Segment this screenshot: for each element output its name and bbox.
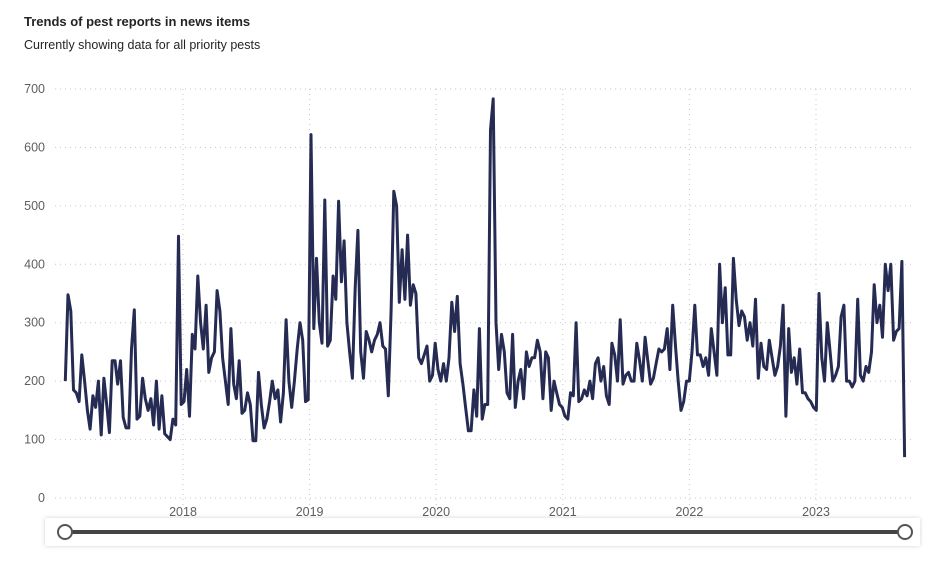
y-tick-label: 400 [24, 257, 45, 271]
y-tick-label: 300 [24, 316, 45, 330]
x-tick-label: 2020 [422, 505, 450, 519]
y-tick-label: 700 [24, 82, 45, 96]
y-tick-label: 600 [24, 140, 45, 154]
x-axis: 2018 2019 2020 2021 2022 2023 [169, 505, 830, 519]
x-tick-label: 2023 [802, 505, 830, 519]
gridlines [55, 88, 915, 506]
y-tick-label: 500 [24, 199, 45, 213]
y-tick-label: 100 [24, 433, 45, 447]
x-tick-label: 2018 [169, 505, 197, 519]
chart-title: Trends of pest reports in news items [24, 14, 251, 29]
y-tick-label: 200 [24, 374, 45, 388]
x-tick-label: 2019 [296, 505, 324, 519]
series-line [63, 97, 907, 458]
x-tick-label: 2021 [549, 505, 577, 519]
x-tick-label: 2022 [675, 505, 703, 519]
y-tick-label: 0 [38, 491, 45, 505]
range-slider[interactable] [45, 518, 920, 546]
y-axis: 0 100 200 300 400 500 600 700 [24, 82, 45, 505]
chart-subtitle: Currently showing data for all priority … [24, 38, 261, 52]
